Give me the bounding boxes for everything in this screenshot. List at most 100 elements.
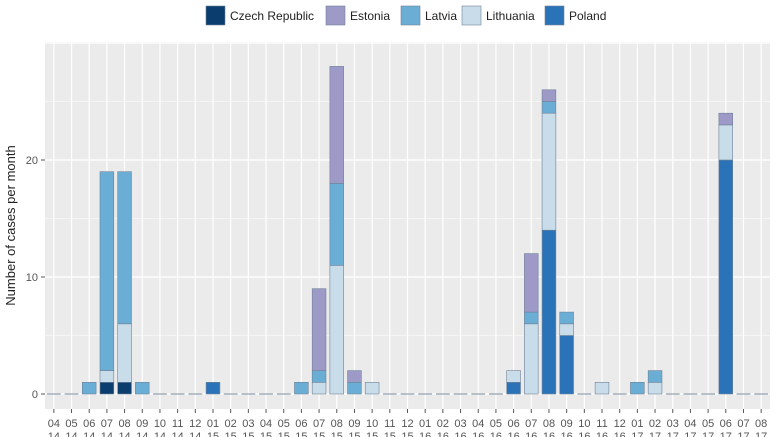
- x-tick-label-year: 16: [454, 431, 466, 437]
- bar-segment: [541, 89, 557, 102]
- x-tick-label-year: 17: [720, 431, 732, 437]
- x-tick-label-month: 06: [295, 418, 307, 430]
- bar-segment: [541, 229, 557, 395]
- x-tick-label-year: 15: [331, 431, 343, 437]
- bar-segment: [559, 323, 574, 336]
- x-tick-label-year: 16: [472, 431, 484, 437]
- x-tick-label-month: 07: [737, 418, 749, 430]
- x-tick-label-year: 16: [596, 431, 608, 437]
- x-tick-label-year: 14: [48, 431, 60, 437]
- bar-segment: [99, 370, 115, 383]
- x-tick-label-year: 17: [702, 431, 714, 437]
- x-tick-label-year: 14: [154, 431, 166, 437]
- bar-segment: [205, 381, 221, 395]
- bar-segment: [524, 253, 539, 313]
- x-tick-label-month: 01: [631, 418, 643, 430]
- bar-segment: [329, 264, 344, 395]
- x-tick-label-month: 10: [366, 418, 378, 430]
- x-tick-label-month: 12: [189, 418, 201, 430]
- x-tick-label-month: 05: [702, 418, 714, 430]
- x-tick-label-month: 07: [101, 418, 113, 430]
- x-tick-label-year: 15: [278, 431, 290, 437]
- x-tick-label-month: 08: [755, 418, 767, 430]
- x-tick-label-year: 15: [384, 431, 396, 437]
- y-axis-title: Number of cases per month: [3, 145, 18, 305]
- bar-segment: [294, 381, 309, 395]
- x-tick-label-month: 07: [313, 418, 325, 430]
- x-tick-label-month: 05: [490, 418, 502, 430]
- x-tick-label-year: 14: [189, 431, 201, 437]
- x-tick-label-month: 10: [154, 418, 166, 430]
- x-tick-label-month: 03: [242, 418, 254, 430]
- legend-swatch: [325, 5, 346, 26]
- x-tick-label-month: 06: [507, 418, 519, 430]
- bar-segment: [718, 124, 733, 161]
- legend-label: Latvia: [425, 9, 457, 23]
- x-tick-label-year: 17: [755, 431, 767, 437]
- x-tick-label-month: 04: [260, 418, 272, 430]
- bar-segment: [524, 323, 539, 395]
- bar-segment: [117, 323, 132, 383]
- bar-segment: [506, 370, 521, 383]
- x-tick-label-year: 17: [737, 431, 749, 437]
- x-tick-label-month: 12: [614, 418, 626, 430]
- x-tick-label-year: 16: [561, 431, 573, 437]
- x-tick-label-month: 09: [136, 418, 148, 430]
- x-tick-label-month: 08: [543, 418, 555, 430]
- bar-segment: [524, 311, 539, 325]
- x-tick-label-month: 08: [118, 418, 130, 430]
- bar-segment: [506, 381, 521, 395]
- x-tick-label-month: 04: [472, 418, 484, 430]
- x-tick-label-year: 14: [83, 431, 95, 437]
- x-tick-label-year: 17: [684, 431, 696, 437]
- bar-segment: [541, 112, 557, 231]
- bar-segment: [311, 381, 327, 395]
- x-tick-label-month: 01: [207, 418, 219, 430]
- legend-label: Estonia: [350, 9, 390, 23]
- bar-segment: [559, 335, 574, 395]
- x-tick-label-month: 02: [437, 418, 449, 430]
- bar-segment: [135, 381, 150, 395]
- x-tick-label-year: 17: [649, 431, 661, 437]
- y-tick-label: 0: [32, 389, 38, 401]
- x-tick-label-month: 05: [65, 418, 77, 430]
- bar-segment: [82, 381, 97, 395]
- x-tick-label-month: 07: [525, 418, 537, 430]
- x-tick-label-year: 15: [313, 431, 325, 437]
- bar-segment: [630, 381, 645, 395]
- x-tick-label-month: 11: [596, 418, 607, 430]
- x-tick-label-year: 14: [171, 431, 183, 437]
- x-tick-label-month: 05: [278, 418, 290, 430]
- x-tick-label-month: 03: [454, 418, 466, 430]
- y-axis: 0 10 20: [26, 155, 45, 401]
- bar-segment: [347, 370, 362, 383]
- legend-label: Poland: [569, 9, 606, 23]
- x-tick-label-month: 02: [225, 418, 237, 430]
- x-tick-label-year: 16: [490, 431, 502, 437]
- x-tick-label-year: 17: [631, 431, 643, 437]
- bar-segment: [647, 381, 663, 395]
- x-tick-label-year: 14: [65, 431, 77, 437]
- x-tick-label-year: 15: [260, 431, 272, 437]
- bar-segment: [647, 370, 663, 383]
- x-tick-label-month: 12: [401, 418, 413, 430]
- x-tick-label-month: 11: [172, 418, 183, 430]
- y-tick-label: 20: [26, 155, 38, 167]
- y-tick-label: 10: [26, 272, 38, 284]
- bar-segment: [311, 288, 327, 371]
- x-tick-label-year: 16: [578, 431, 590, 437]
- bar-segment: [329, 183, 344, 266]
- x-tick-label-month: 03: [667, 418, 679, 430]
- x-axis: 0414051406140714081409141014111412140115…: [48, 409, 767, 437]
- x-tick-label-year: 17: [667, 431, 679, 437]
- x-tick-label-year: 14: [136, 431, 148, 437]
- legend-swatch: [205, 5, 226, 26]
- x-tick-label-year: 15: [295, 431, 307, 437]
- x-tick-label-month: 01: [419, 418, 431, 430]
- x-tick-label-year: 15: [242, 431, 254, 437]
- bar-segment: [99, 171, 115, 371]
- x-tick-label-month: 11: [384, 418, 395, 430]
- bar-segment: [329, 66, 344, 184]
- x-tick-label-month: 04: [48, 418, 60, 430]
